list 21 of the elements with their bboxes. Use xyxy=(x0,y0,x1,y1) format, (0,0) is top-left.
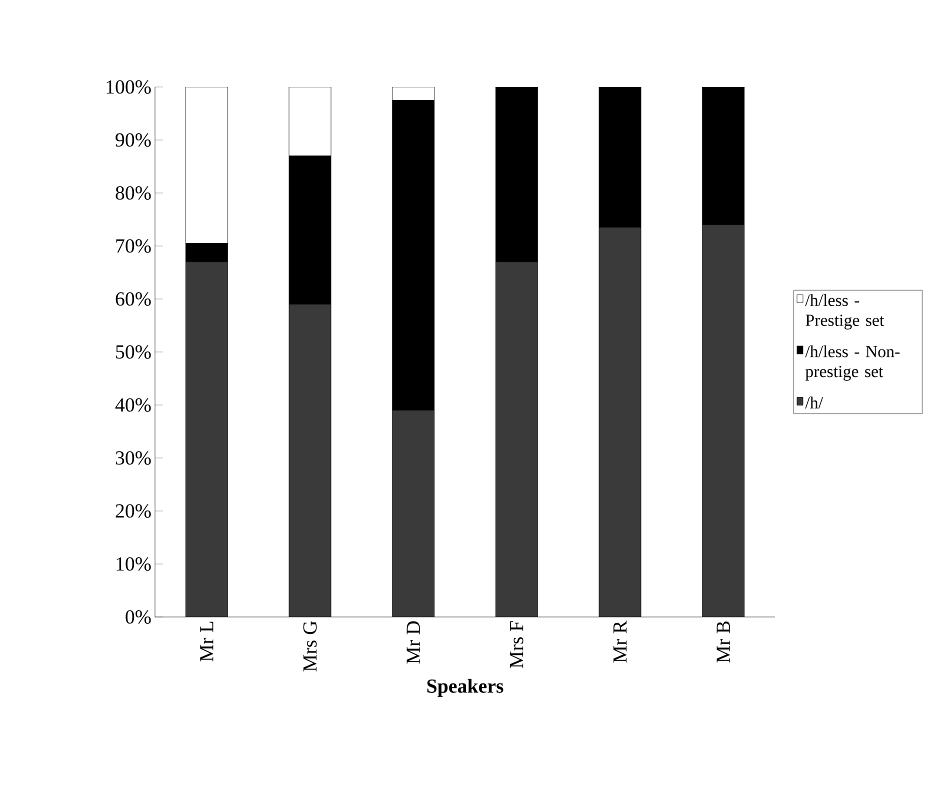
x-tick-label: Mr L xyxy=(200,622,214,662)
x-tick-label: Mr B xyxy=(716,621,730,663)
x-axis-title: Speakers xyxy=(427,678,504,697)
legend-label: /h/less - Prestige set xyxy=(805,294,884,330)
y-tick-label: 90% xyxy=(116,133,151,147)
y-tick-label: 0% xyxy=(126,610,151,624)
y-tick-label: 80% xyxy=(116,186,151,200)
y-tick-label: 70% xyxy=(116,239,151,253)
y-tick-label: 60% xyxy=(116,292,151,306)
y-tick-label: 100% xyxy=(106,80,151,94)
y-tick-label: 50% xyxy=(116,345,151,359)
x-tick-label: Mr D xyxy=(406,621,420,664)
y-tick-label: 40% xyxy=(115,398,151,412)
x-tick-label: Mr R xyxy=(613,620,627,663)
legend-label: /h/less - Non-prestige set xyxy=(805,345,900,381)
y-tick-label: 10% xyxy=(116,557,151,571)
x-tick-label: Mrs F xyxy=(510,621,524,668)
y-tick-label: 20% xyxy=(116,504,151,518)
y-tick-label: 30% xyxy=(116,451,151,465)
x-tick-label: Mrs G xyxy=(303,621,317,672)
legend-label: /h/ xyxy=(805,396,824,409)
